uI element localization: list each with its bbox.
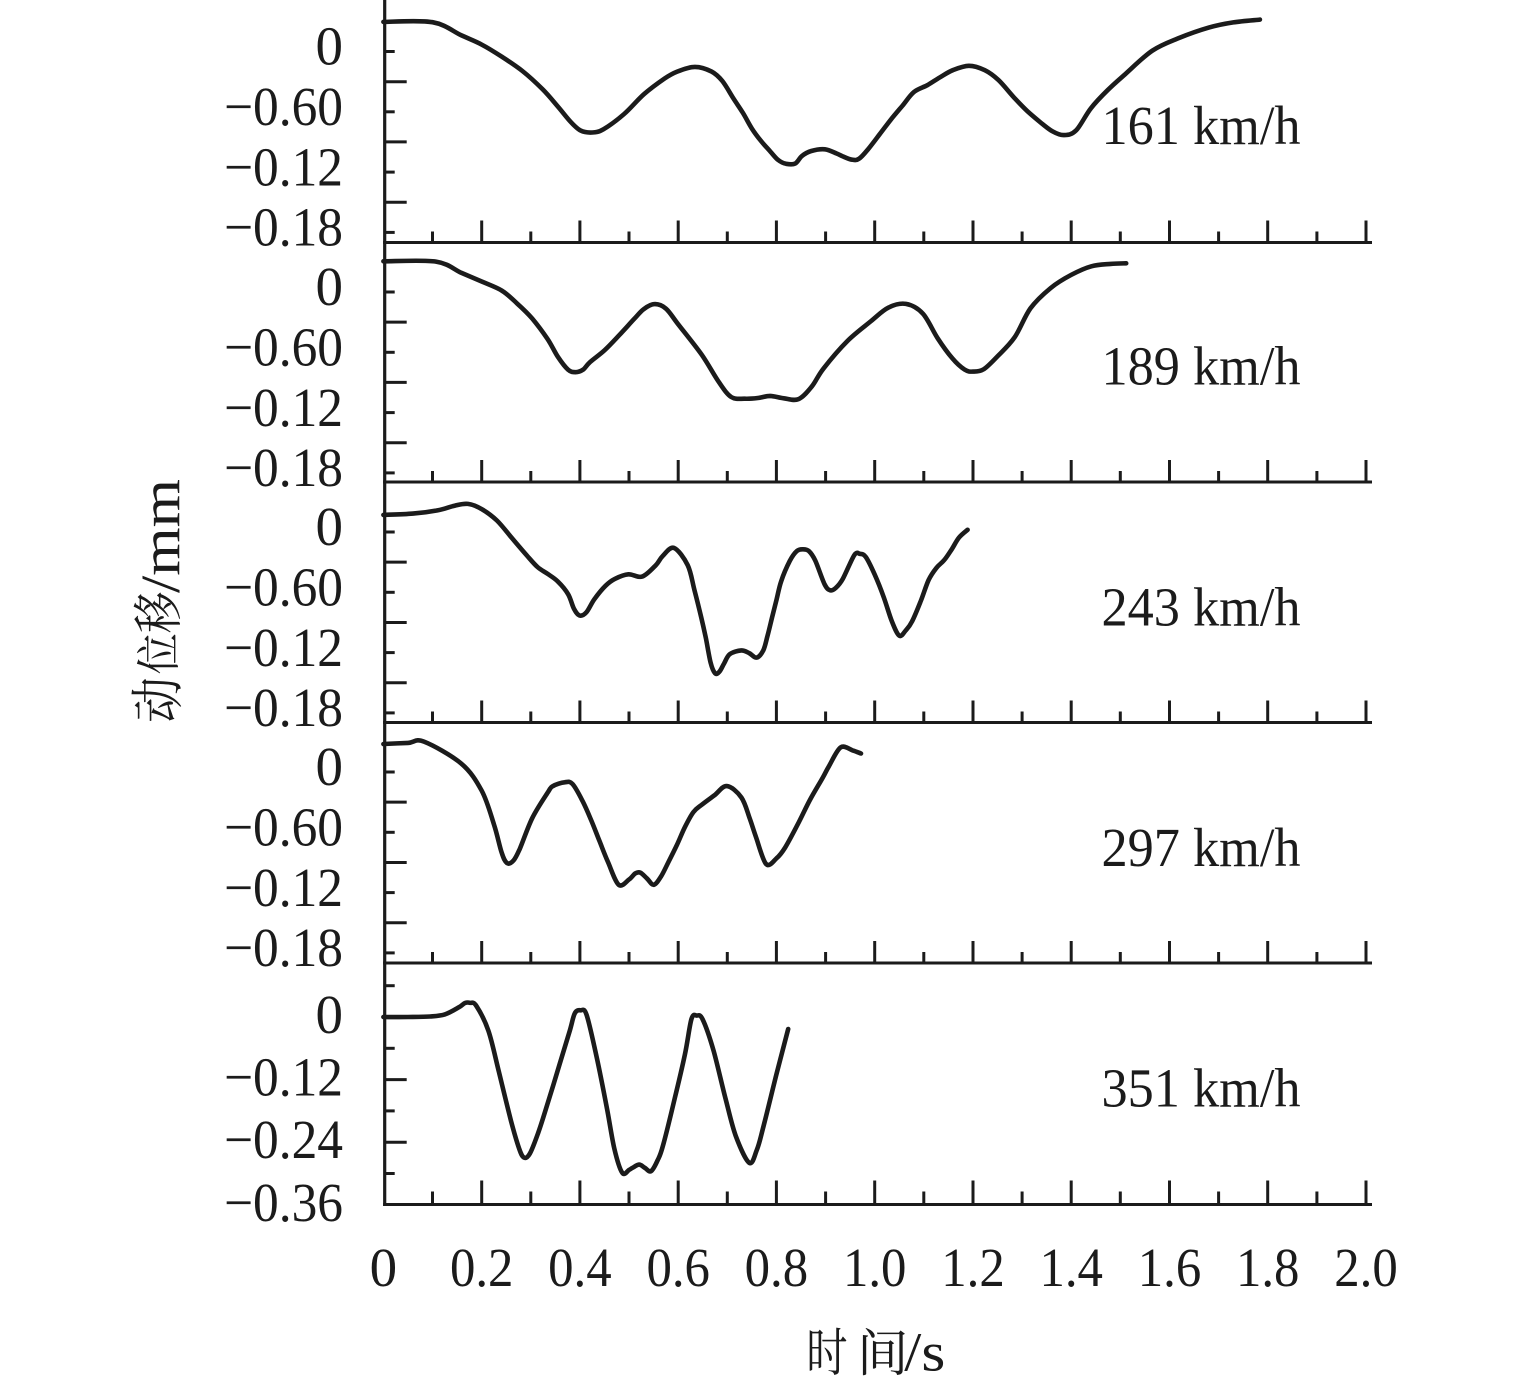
svg-text:0: 0 [316, 736, 344, 797]
svg-text:−0.12: −0.12 [224, 617, 343, 678]
svg-text:−0.60: −0.60 [224, 317, 343, 378]
svg-text:0: 0 [316, 496, 344, 557]
svg-text:−0.60: −0.60 [224, 797, 343, 858]
svg-text:/s: /s [904, 1322, 945, 1383]
svg-text:351 km/h: 351 km/h [1102, 1058, 1301, 1119]
svg-text:1.8: 1.8 [1236, 1237, 1300, 1298]
svg-text:−0.60: −0.60 [224, 76, 343, 137]
svg-text:0.6: 0.6 [646, 1237, 710, 1298]
svg-text:0.2: 0.2 [450, 1237, 514, 1298]
svg-text:0: 0 [316, 256, 344, 317]
svg-text:189 km/h: 189 km/h [1102, 336, 1301, 397]
svg-text:161 km/h: 161 km/h [1102, 95, 1301, 156]
svg-text:/mm: /mm [130, 479, 191, 593]
svg-text:−0.18: −0.18 [224, 677, 343, 738]
svg-text:0.4: 0.4 [548, 1237, 612, 1298]
svg-text:−0.60: −0.60 [224, 557, 343, 618]
svg-text:297 km/h: 297 km/h [1102, 817, 1301, 878]
svg-text:−0.12: −0.12 [224, 377, 343, 438]
svg-text:0: 0 [316, 16, 344, 77]
svg-text:−0.24: −0.24 [224, 1109, 343, 1170]
svg-text:−0.12: −0.12 [224, 136, 343, 197]
svg-text:0.8: 0.8 [745, 1237, 809, 1298]
svg-text:1.2: 1.2 [941, 1237, 1005, 1298]
svg-text:−0.12: −0.12 [224, 1047, 343, 1108]
svg-text:−0.12: −0.12 [224, 857, 343, 918]
svg-text:1.6: 1.6 [1138, 1237, 1202, 1298]
svg-text:243 km/h: 243 km/h [1102, 576, 1301, 637]
svg-text:−0.18: −0.18 [224, 197, 343, 258]
svg-text:2.0: 2.0 [1334, 1237, 1398, 1298]
svg-text:−0.18: −0.18 [224, 917, 343, 978]
svg-text:−0.18: −0.18 [224, 437, 343, 498]
svg-text:1.0: 1.0 [843, 1237, 907, 1298]
svg-text:1.4: 1.4 [1039, 1237, 1103, 1298]
svg-text:0: 0 [316, 984, 344, 1045]
svg-text:−0.36: −0.36 [224, 1172, 343, 1233]
svg-text:0: 0 [370, 1237, 398, 1298]
